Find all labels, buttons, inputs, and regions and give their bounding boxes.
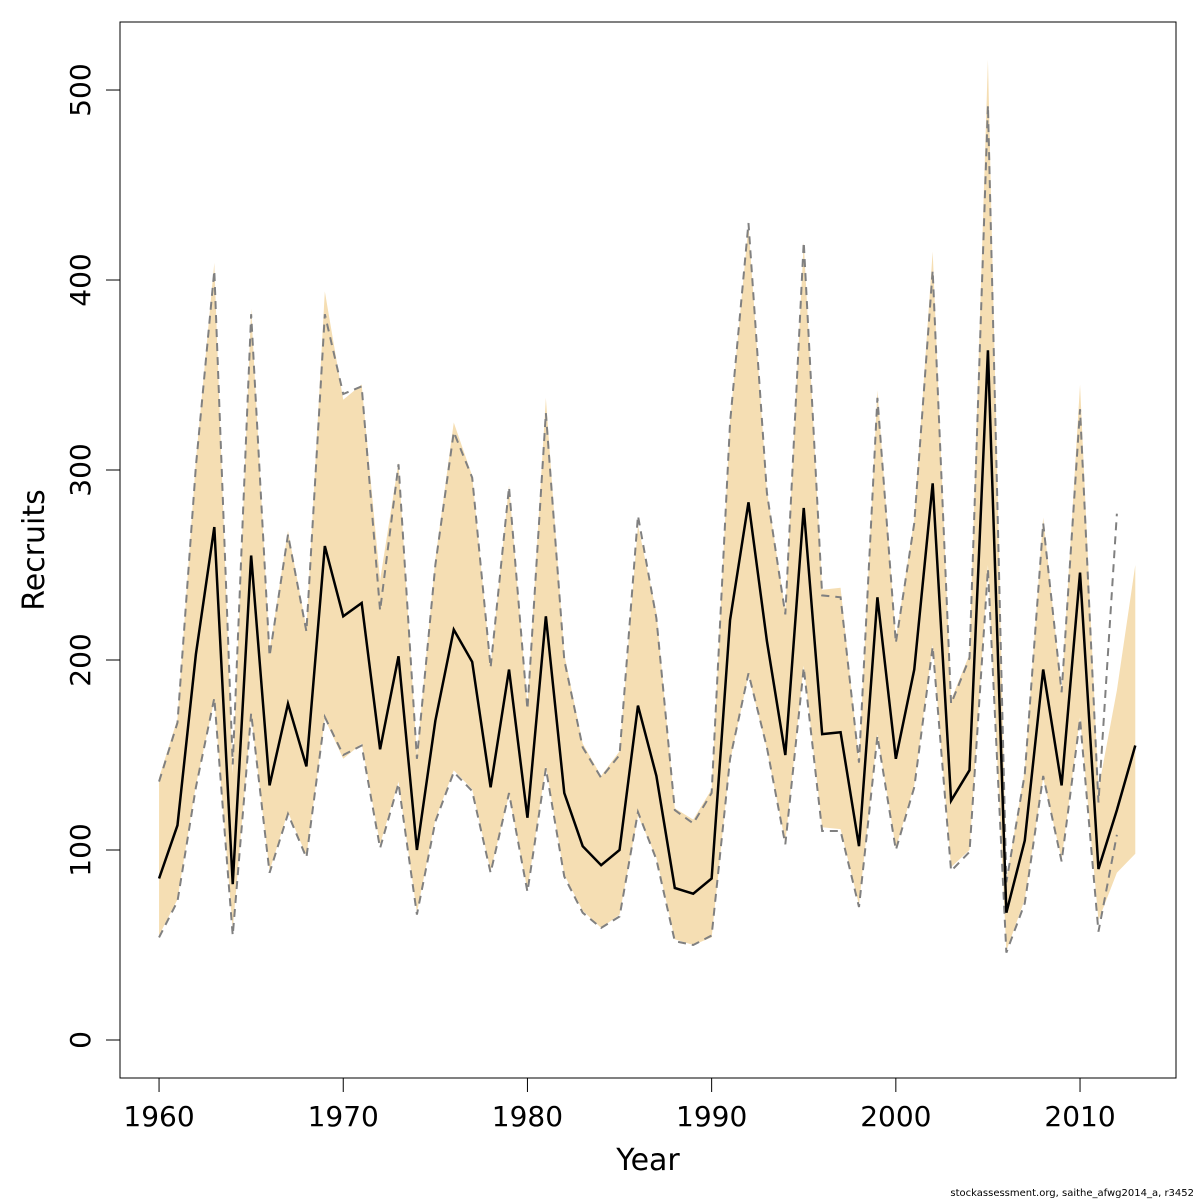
y-tick-label: 400	[64, 253, 97, 306]
y-axis-label: Recruits	[17, 489, 52, 611]
x-tick-label: 1970	[308, 1100, 379, 1133]
previous-lower	[158, 568, 1118, 953]
x-tick-label: 2010	[1044, 1100, 1115, 1133]
y-tick-label: 300	[64, 443, 97, 496]
footer: stockassessment.org, saithe_afwg2014_a, …	[950, 1188, 1194, 1199]
y-tick-label: 500	[64, 63, 97, 116]
y-tick-label: 0	[64, 1031, 97, 1049]
y-tick-label: 100	[64, 823, 97, 876]
x-tick-label: 2000	[860, 1100, 931, 1133]
x-tick-label: 1990	[676, 1100, 747, 1133]
x-axis-label: Year	[615, 1143, 680, 1178]
plot-area	[157, 59, 1137, 953]
x-tick-label: 1980	[492, 1100, 563, 1133]
y-tick-label: 200	[64, 633, 97, 686]
x-tick-label: 1960	[123, 1100, 194, 1133]
estimate-line	[157, 350, 1137, 914]
